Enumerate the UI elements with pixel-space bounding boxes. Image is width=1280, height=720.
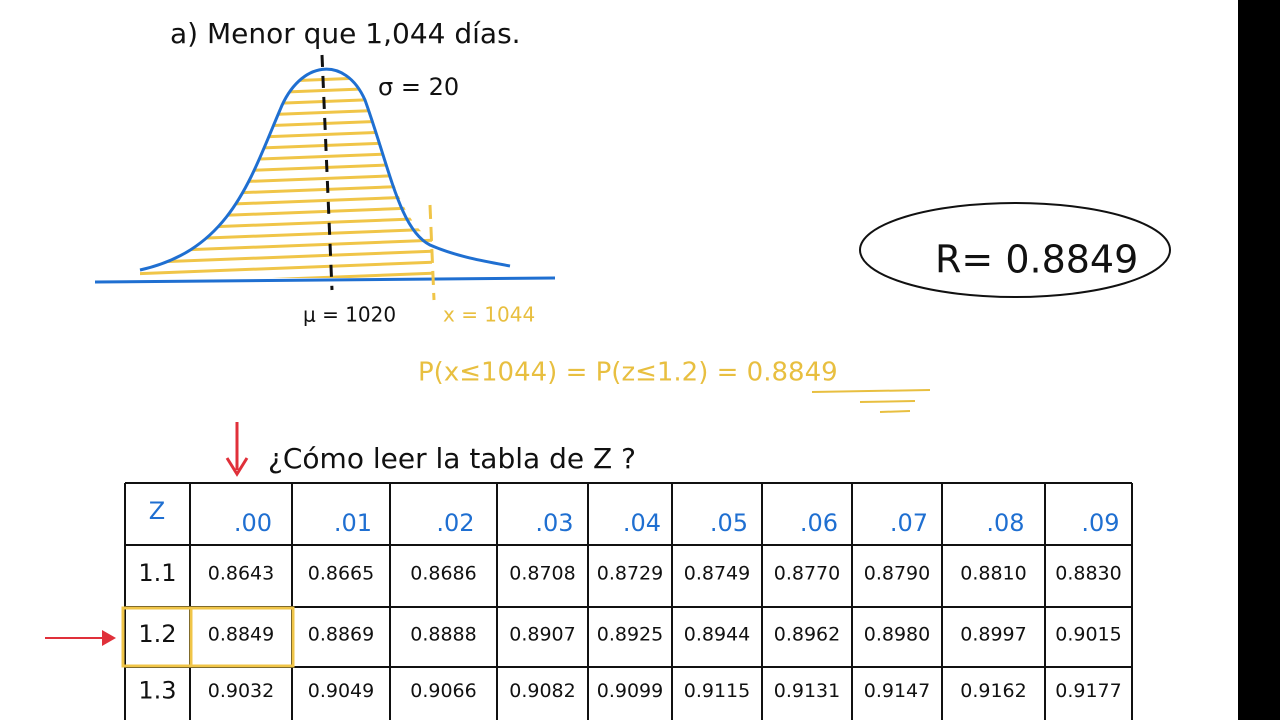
mu-label: μ = 1020 xyxy=(303,303,396,327)
sigma-label: σ = 20 xyxy=(378,73,459,101)
title: a) Menor que 1,044 días. xyxy=(170,17,521,50)
z-table: Z .00 .01 .02 .03 .04 .05 .06 .07 .08 .09 1.1 0.8643… xyxy=(124,482,1133,720)
table-cell: 0.8643 xyxy=(208,563,274,585)
table-cell: 0.9147 xyxy=(864,680,930,702)
table-cell: 0.8962 xyxy=(774,624,840,646)
probability: P(x≤1044) = P(z≤1.2) = 0.8849 xyxy=(418,358,838,388)
result: R= 0.8849 xyxy=(935,238,1138,282)
table-cell: 0.8686 xyxy=(410,563,476,585)
column-header: .06 xyxy=(800,509,838,537)
hatch-line xyxy=(140,271,432,279)
column-header: .02 xyxy=(436,509,474,537)
table-cell: 0.9049 xyxy=(308,680,374,702)
table-cell: 0.8869 xyxy=(308,624,374,646)
table-cell: 0.8980 xyxy=(864,624,930,646)
result-ellipse xyxy=(859,202,1171,298)
column-header: .04 xyxy=(623,509,661,537)
table-cell: 0.8749 xyxy=(684,563,750,585)
table-cell: 0.9115 xyxy=(684,680,750,702)
row-header: 1.2 xyxy=(138,620,176,648)
table-cell: 0.9015 xyxy=(1055,624,1121,646)
column-header: Z xyxy=(149,497,165,525)
table-cell: 0.9131 xyxy=(774,680,840,702)
normal-curve xyxy=(139,67,511,272)
hatch-line xyxy=(140,249,432,265)
baseline xyxy=(94,276,556,284)
underline xyxy=(859,400,916,403)
table-cell: 0.8849 xyxy=(208,624,274,646)
column-header: .07 xyxy=(890,509,928,537)
table-cell: 0.9177 xyxy=(1055,680,1121,702)
side-bar xyxy=(1238,0,1280,720)
x-label: x = 1044 xyxy=(443,303,535,327)
underline xyxy=(811,389,931,393)
highlight xyxy=(189,606,295,668)
underline xyxy=(879,410,911,413)
row-header: 1.1 xyxy=(138,559,176,587)
red-arrow-head xyxy=(102,630,116,646)
table-cell: 0.9066 xyxy=(410,680,476,702)
table-cell: 0.8944 xyxy=(684,624,750,646)
column-header: .08 xyxy=(986,509,1024,537)
column-header: .01 xyxy=(334,509,372,537)
mean-line xyxy=(320,54,334,291)
table-cell: 0.9032 xyxy=(208,680,274,702)
table-cell: 0.8708 xyxy=(509,563,575,585)
question: ¿Cómo leer la tabla de Z ? xyxy=(268,442,636,475)
x-line xyxy=(428,204,436,301)
table-cell: 0.8907 xyxy=(509,624,575,646)
column-header: .03 xyxy=(535,509,573,537)
column-header: .00 xyxy=(234,509,272,537)
table-cell: 0.9082 xyxy=(509,680,575,702)
row-header: 1.3 xyxy=(138,677,176,705)
red-arrow-head xyxy=(225,457,249,477)
table-cell: 0.9099 xyxy=(597,680,663,702)
table-cell: 0.8925 xyxy=(597,624,663,646)
hatch-line xyxy=(140,260,432,276)
column-header: .05 xyxy=(710,509,748,537)
column-header: .09 xyxy=(1081,509,1119,537)
table-cell: 0.9162 xyxy=(960,680,1026,702)
table-cell: 0.8810 xyxy=(960,563,1026,585)
table-cell: 0.8997 xyxy=(960,624,1026,646)
table-cell: 0.8790 xyxy=(864,563,930,585)
table-cell: 0.8729 xyxy=(597,563,663,585)
table-cell: 0.8665 xyxy=(308,563,374,585)
table-cell: 0.8888 xyxy=(410,624,476,646)
table-cell: 0.8830 xyxy=(1055,563,1121,585)
table-cell: 0.8770 xyxy=(774,563,840,585)
